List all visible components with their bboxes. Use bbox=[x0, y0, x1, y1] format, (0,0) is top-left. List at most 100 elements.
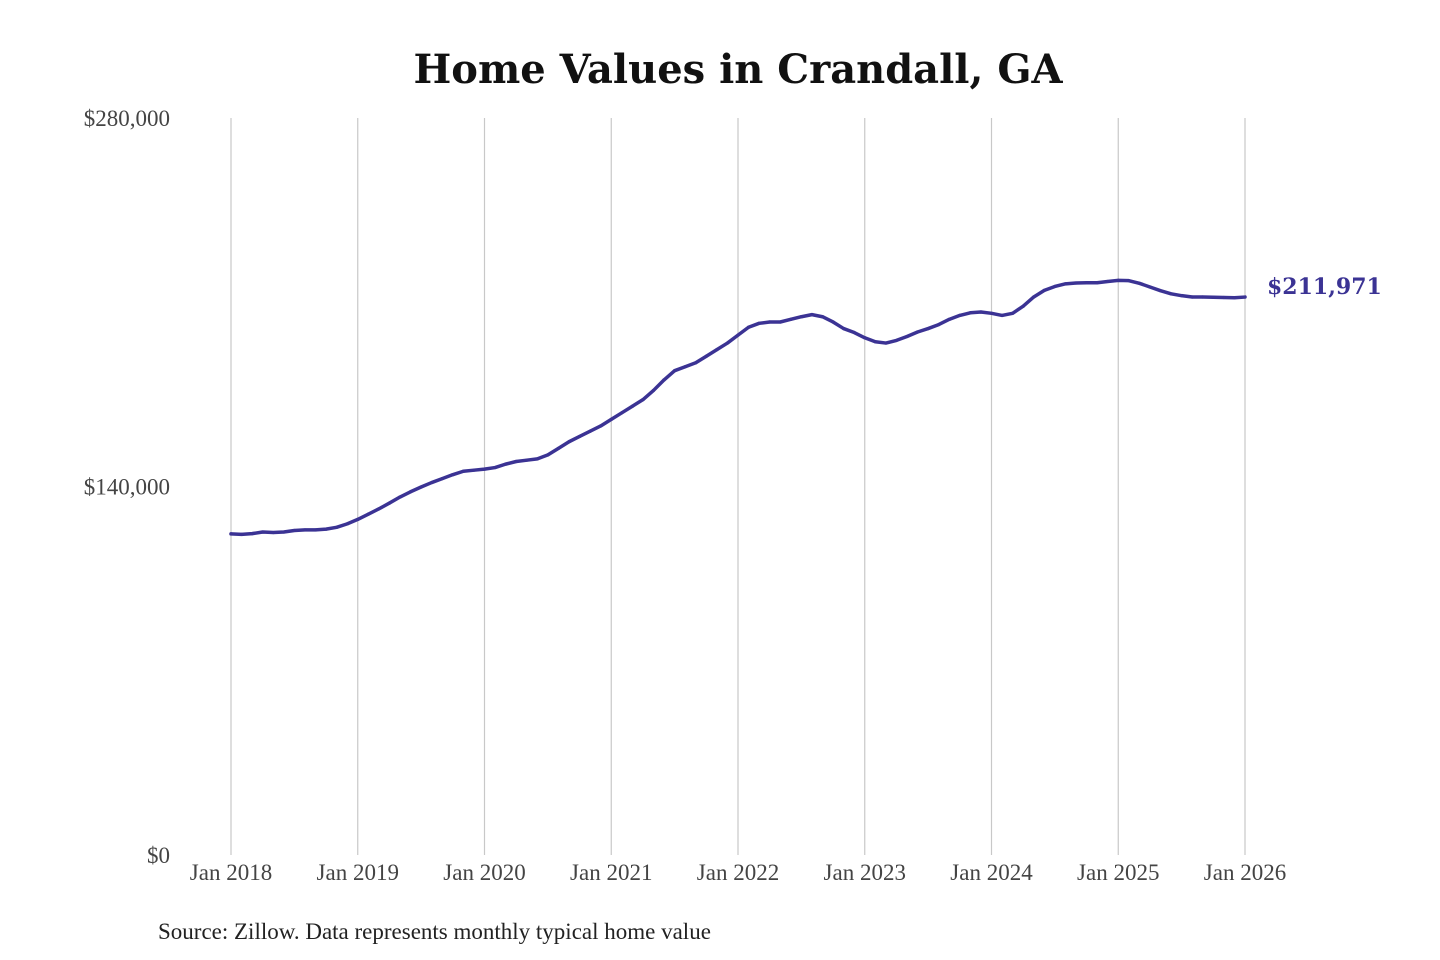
end-value-label: $211,971 bbox=[1267, 274, 1382, 300]
data-point bbox=[1063, 282, 1068, 286]
data-point bbox=[303, 528, 307, 532]
data-point bbox=[461, 469, 465, 473]
x-tick-label: Jan 2020 bbox=[443, 860, 525, 885]
data-point bbox=[271, 530, 275, 535]
data-point bbox=[577, 434, 582, 439]
y-tick-label: $140,000 bbox=[84, 475, 170, 500]
data-point bbox=[440, 477, 444, 481]
x-tick-label: Jan 2019 bbox=[317, 860, 399, 885]
data-point bbox=[387, 501, 392, 505]
data-point bbox=[493, 465, 497, 470]
data-point bbox=[915, 330, 920, 334]
data-point bbox=[1021, 304, 1025, 308]
x-tick-label: Jan 2022 bbox=[697, 860, 779, 885]
x-tick-label: Jan 2024 bbox=[950, 860, 1033, 885]
data-point bbox=[979, 310, 983, 314]
x-tick-label: Jan 2023 bbox=[824, 860, 906, 885]
x-tick-label: Jan 2026 bbox=[1204, 860, 1286, 885]
data-point bbox=[398, 495, 402, 499]
data-point bbox=[641, 398, 645, 402]
data-point bbox=[292, 528, 296, 533]
data-point bbox=[704, 354, 708, 358]
data-point bbox=[1222, 295, 1226, 300]
source-note: Source: Zillow. Data represents monthly … bbox=[158, 919, 711, 944]
data-point bbox=[1169, 292, 1173, 296]
data-point bbox=[472, 468, 476, 472]
data-point bbox=[1000, 313, 1004, 318]
data-point bbox=[609, 417, 613, 421]
data-point bbox=[778, 320, 782, 324]
data-point bbox=[630, 404, 634, 408]
x-tick-label: Jan 2025 bbox=[1077, 860, 1159, 885]
data-point bbox=[863, 336, 867, 340]
data-point bbox=[1011, 311, 1015, 315]
data-point bbox=[799, 315, 803, 319]
data-point bbox=[556, 446, 561, 450]
data-point bbox=[1211, 295, 1215, 299]
data-points bbox=[229, 278, 1247, 537]
data-point bbox=[715, 348, 719, 352]
data-point bbox=[937, 323, 941, 327]
data-point bbox=[239, 532, 244, 537]
data-point bbox=[1201, 295, 1205, 299]
data-point bbox=[820, 315, 825, 319]
data-point bbox=[947, 317, 951, 321]
data-point bbox=[651, 388, 656, 393]
data-point bbox=[451, 473, 455, 477]
data-point bbox=[1190, 295, 1194, 299]
data-point bbox=[1095, 281, 1099, 285]
data-point bbox=[789, 317, 793, 321]
data-point bbox=[905, 334, 909, 339]
data-point bbox=[408, 490, 413, 494]
data-point bbox=[1053, 284, 1057, 289]
data-point bbox=[736, 333, 740, 337]
data-point bbox=[662, 378, 666, 382]
data-point bbox=[377, 507, 381, 511]
data-point bbox=[1180, 294, 1184, 298]
data-point bbox=[525, 458, 529, 462]
data-point bbox=[1084, 281, 1089, 285]
data-point bbox=[746, 325, 751, 329]
data-point bbox=[989, 311, 994, 315]
x-tick-label: Jan 2021 bbox=[570, 860, 652, 885]
y-tick-label: $0 bbox=[147, 843, 170, 868]
data-point bbox=[588, 429, 592, 433]
data-point bbox=[620, 411, 624, 415]
data-point bbox=[884, 341, 888, 345]
y-axis-tick-labels: $0 $140,000 $280,000 bbox=[84, 106, 170, 868]
data-point bbox=[725, 341, 730, 345]
data-point bbox=[282, 530, 286, 534]
data-point bbox=[1148, 285, 1152, 289]
data-point bbox=[250, 532, 254, 536]
data-point bbox=[926, 326, 930, 331]
data-point bbox=[694, 361, 698, 365]
data-point bbox=[673, 369, 677, 373]
data-point bbox=[1158, 289, 1163, 293]
data-point bbox=[324, 527, 328, 531]
data-point bbox=[366, 512, 370, 516]
data-point bbox=[313, 528, 318, 532]
data-point bbox=[514, 459, 518, 464]
data-point bbox=[567, 440, 571, 444]
data-point bbox=[1232, 296, 1237, 300]
data-point bbox=[535, 457, 539, 461]
data-point bbox=[1127, 279, 1131, 283]
data-point bbox=[430, 480, 434, 485]
data-point bbox=[842, 326, 846, 331]
data-point bbox=[968, 311, 972, 315]
data-point bbox=[1106, 279, 1110, 284]
data-point bbox=[229, 532, 233, 536]
data-point bbox=[504, 462, 508, 466]
data-point bbox=[335, 525, 339, 529]
data-point bbox=[546, 453, 550, 457]
data-point bbox=[831, 320, 835, 324]
vertical-gridlines bbox=[230, 118, 1246, 855]
chart-title: Home Values in Crandall, GA bbox=[413, 46, 1063, 93]
data-point bbox=[345, 522, 349, 526]
data-point bbox=[873, 340, 877, 344]
data-point bbox=[482, 467, 487, 471]
data-point bbox=[261, 530, 265, 534]
data-point bbox=[683, 365, 687, 369]
data-point bbox=[1116, 278, 1120, 282]
